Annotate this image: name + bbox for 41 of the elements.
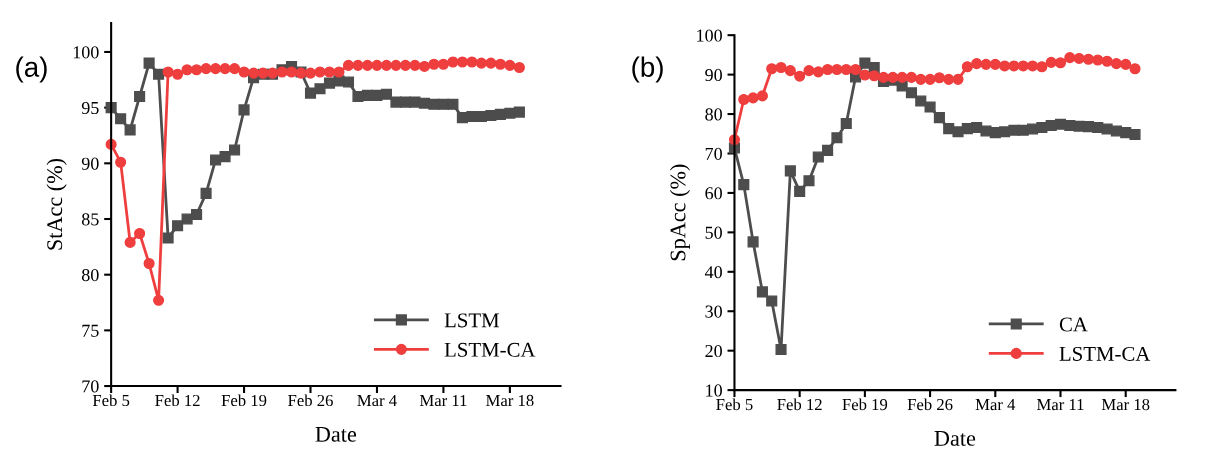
- y-tick-label: 50: [705, 226, 722, 239]
- y-tick-label: 90: [705, 68, 722, 82]
- x-tick-label: Mar 4: [975, 399, 1016, 411]
- x-axis-title: Date: [934, 431, 976, 446]
- y-tick-label: 100: [697, 29, 722, 42]
- x-tick-label: Feb 19: [842, 398, 888, 411]
- y-tick-label: 70: [705, 147, 722, 160]
- y-tick-label: 20: [705, 344, 722, 358]
- y-axis-title: StAcc (%): [46, 158, 67, 250]
- y-tick-label: 30: [705, 305, 722, 318]
- x-tick-label: Mar 4: [357, 394, 397, 407]
- x-tick-label: Feb 5: [716, 398, 753, 411]
- y-tick-label: 40: [704, 266, 722, 279]
- y-tick-label: 95: [81, 101, 99, 115]
- y-tick-label: 10: [706, 384, 722, 397]
- x-tick-label: Feb 5: [92, 394, 130, 407]
- legend-label: LSTM-CA: [444, 342, 536, 357]
- x-tick-label: Mar 18: [1101, 398, 1150, 411]
- legend-label: LSTM-CA: [1059, 346, 1151, 361]
- x-tick-label: Mar 11: [419, 394, 467, 407]
- y-tick-label: 85: [81, 213, 99, 226]
- y-tick-label: 60: [705, 187, 722, 200]
- x-tick-label: Feb 26: [907, 398, 953, 411]
- y-axis-title: SpAcc (%): [669, 164, 691, 261]
- x-tick-label: Mar 11: [1036, 399, 1084, 411]
- x-tick-label: Feb 19: [221, 394, 267, 407]
- x-tick-label: Feb 12: [155, 394, 200, 407]
- x-tick-label: Feb 12: [777, 398, 822, 411]
- x-axis-title: Date: [315, 427, 357, 442]
- y-tick-label: 75: [82, 324, 99, 337]
- y-tick-label: 70: [82, 380, 99, 393]
- y-tick-label: 100: [73, 46, 99, 59]
- y-tick-label: 90: [81, 157, 99, 170]
- y-tick-label: 80: [705, 108, 722, 121]
- text: (a): [16, 56, 47, 83]
- legend-label: LSTM: [444, 313, 500, 328]
- text: (b): [632, 56, 663, 83]
- legend-label: CA: [1059, 317, 1088, 332]
- y-tick-label: 80: [81, 268, 99, 282]
- x-tick-label: Feb 26: [288, 394, 333, 407]
- x-tick-label: Mar 18: [486, 394, 534, 407]
